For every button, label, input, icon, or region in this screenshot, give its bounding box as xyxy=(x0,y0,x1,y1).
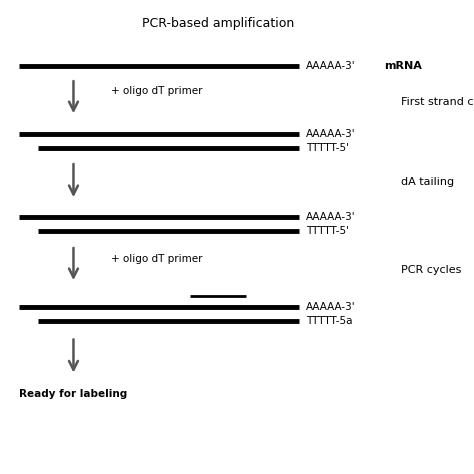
Text: AAAAA-3': AAAAA-3' xyxy=(306,301,356,312)
Text: TTTTT-5': TTTTT-5' xyxy=(306,226,349,236)
Text: dA tailing: dA tailing xyxy=(401,177,454,188)
Text: AAAAA-3': AAAAA-3' xyxy=(306,128,356,139)
Text: + oligo dT primer: + oligo dT primer xyxy=(111,254,203,264)
Text: AAAAA-3': AAAAA-3' xyxy=(306,61,356,72)
Text: Ready for labeling: Ready for labeling xyxy=(19,389,127,400)
Text: + oligo dT primer: + oligo dT primer xyxy=(111,86,203,97)
Text: AAAAA-3': AAAAA-3' xyxy=(306,211,356,222)
Text: TTTTT-5a: TTTTT-5a xyxy=(306,316,352,326)
Text: TTTTT-5': TTTTT-5' xyxy=(306,143,349,153)
Text: PCR-based amplification: PCR-based amplification xyxy=(142,17,294,29)
Text: mRNA: mRNA xyxy=(384,61,422,72)
Text: First strand c: First strand c xyxy=(401,97,473,107)
Text: PCR cycles: PCR cycles xyxy=(401,265,461,275)
